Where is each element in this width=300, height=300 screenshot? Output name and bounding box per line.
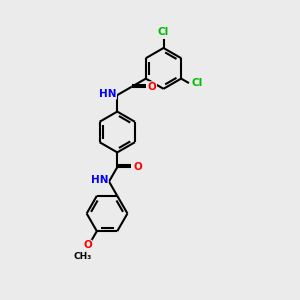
Text: O: O <box>83 241 92 250</box>
Text: HN: HN <box>91 175 108 185</box>
Text: O: O <box>134 162 142 172</box>
Text: O: O <box>148 82 157 92</box>
Text: HN: HN <box>99 89 116 99</box>
Text: Cl: Cl <box>157 27 169 38</box>
Text: CH₃: CH₃ <box>74 252 92 261</box>
Text: Cl: Cl <box>192 78 203 88</box>
